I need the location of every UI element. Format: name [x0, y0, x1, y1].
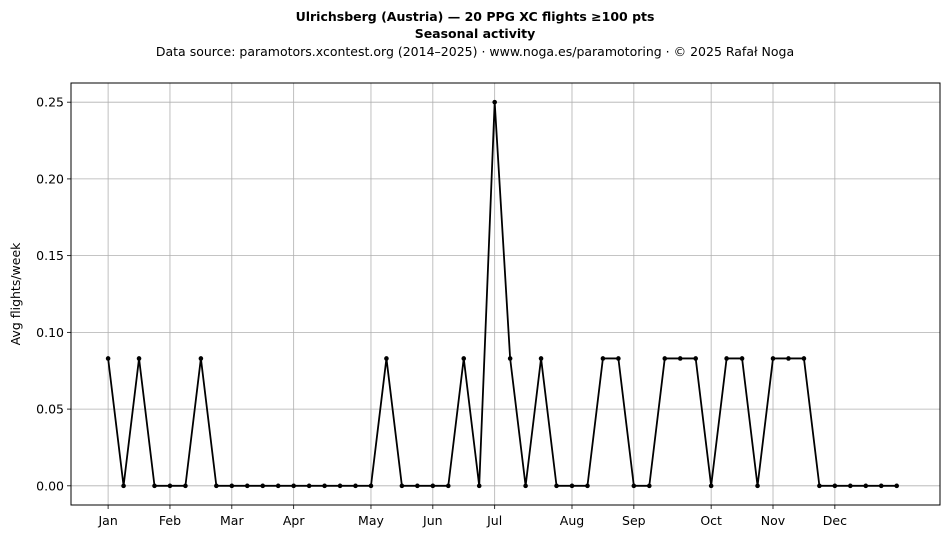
data-point — [167, 483, 173, 489]
data-point — [198, 356, 204, 361]
data-point — [832, 483, 838, 489]
data-point — [848, 483, 853, 489]
data-point — [306, 483, 312, 489]
data-point — [631, 483, 637, 489]
data-point — [229, 483, 235, 489]
data-point — [786, 356, 791, 361]
data-point — [368, 483, 374, 489]
data-point — [554, 483, 559, 489]
data-point — [755, 483, 760, 489]
y-tick-label: 0.20 — [36, 171, 64, 186]
data-point — [244, 483, 250, 489]
data-point — [353, 483, 358, 489]
y-axis: 0.00 0.05 0.10 0.15 0.20 0.25 — [36, 95, 71, 493]
y-tick-label: 0.10 — [36, 325, 64, 340]
data-point — [569, 483, 575, 489]
data-point — [739, 356, 745, 361]
data-point — [492, 99, 497, 105]
y-tick-label: 0.05 — [36, 402, 64, 417]
grid — [71, 83, 940, 505]
plot-area-frame — [70, 82, 941, 506]
data-point — [600, 356, 606, 361]
data-point — [801, 356, 807, 361]
data-point — [214, 483, 219, 489]
y-axis-label: Avg flights/week — [8, 242, 23, 346]
x-tick-label: Aug — [560, 513, 584, 528]
data-point — [662, 356, 668, 361]
data-point — [291, 483, 296, 489]
chart-source-line: Data source: paramotors.xcontest.org (20… — [156, 44, 794, 59]
data-point — [152, 483, 157, 489]
data-point — [275, 483, 281, 489]
x-tick-label: Dec — [823, 513, 847, 528]
data-point — [708, 483, 714, 489]
data-point — [538, 356, 544, 361]
x-tick-label: Nov — [761, 513, 786, 528]
data-point — [121, 483, 126, 489]
data-point — [817, 483, 822, 489]
y-tick-label: 0.25 — [36, 95, 64, 110]
data-point — [322, 483, 327, 489]
data-point — [136, 356, 142, 361]
data-point — [384, 356, 389, 361]
x-tick-label: May — [358, 513, 384, 528]
x-tick-label: Jul — [486, 513, 502, 528]
chart-title: Ulrichsberg (Austria) — 20 PPG XC flight… — [296, 9, 655, 24]
x-axis: Jan Feb Mar Apr May Jun Jul Aug Sep Oct Nov Dec — [97, 505, 847, 528]
data-point — [476, 483, 482, 489]
x-tick-label: Feb — [159, 513, 181, 528]
data-point — [616, 356, 621, 361]
data-point — [430, 483, 436, 489]
x-tick-label: Jan — [97, 513, 117, 528]
data-point — [260, 483, 266, 489]
data-point — [183, 483, 188, 489]
data-point — [523, 483, 528, 489]
data-point — [415, 483, 420, 489]
x-tick-label: Mar — [220, 513, 244, 528]
y-tick-label: 0.15 — [36, 248, 64, 263]
data-point — [337, 483, 343, 489]
data-point — [770, 356, 776, 361]
data-point — [677, 356, 683, 361]
data-point — [863, 483, 869, 489]
data-point — [399, 483, 405, 489]
data-point — [105, 356, 111, 361]
chart-subtitle: Seasonal activity — [415, 26, 536, 41]
data-point — [724, 356, 729, 361]
x-tick-label: Oct — [700, 513, 722, 528]
data-point — [647, 483, 652, 489]
y-tick-label: 0.00 — [36, 478, 64, 493]
data-point — [878, 483, 884, 489]
x-tick-label: Jun — [422, 513, 443, 528]
data-point — [445, 483, 451, 489]
x-tick-label: Apr — [283, 513, 305, 528]
data-point — [894, 483, 900, 489]
data-point — [507, 356, 513, 361]
series-flights-per-week — [105, 99, 900, 489]
series-line — [107, 101, 897, 487]
data-point — [693, 356, 698, 361]
x-tick-label: Sep — [622, 513, 646, 528]
data-point — [461, 356, 467, 361]
data-point — [585, 483, 590, 489]
